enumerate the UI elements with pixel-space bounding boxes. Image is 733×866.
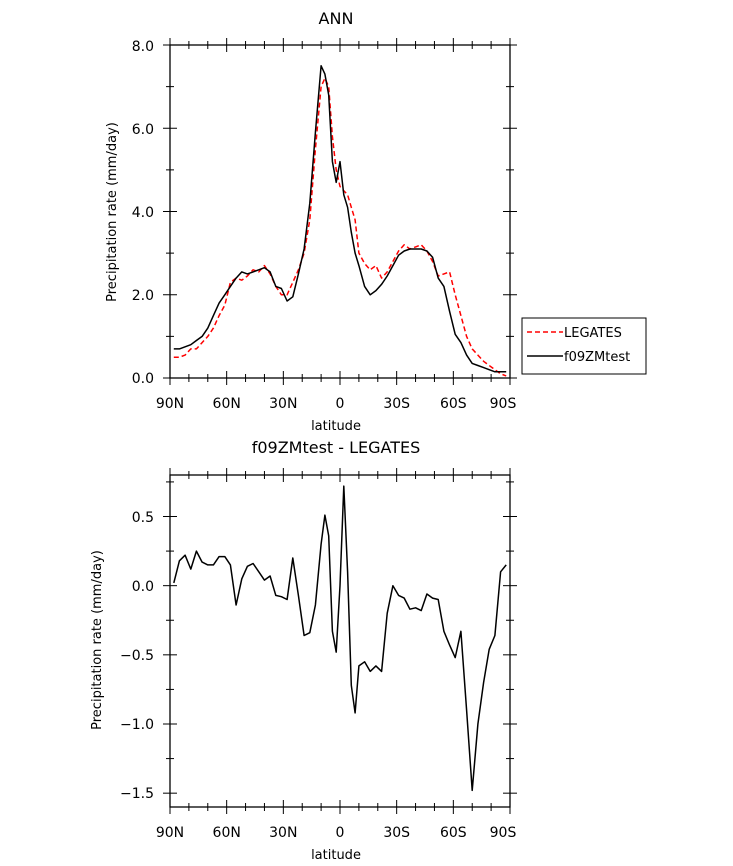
x-tick-label: 60N <box>213 396 241 412</box>
x-tick-labels: 90N 60N 30N 0 30S 60S 90S <box>156 825 517 841</box>
y-tick-label: 6.0 <box>132 122 154 138</box>
y-tick-labels: 0.0 2.0 4.0 6.0 8.0 <box>132 39 154 387</box>
x-axis-label: latitude <box>311 419 361 434</box>
x-tick-label: 90S <box>490 825 517 841</box>
x-tick-labels: 90N 60N 30N 0 30S 60S 90S <box>156 396 517 412</box>
series-line-f09zmtest <box>173 65 507 373</box>
legend-label-legates: LEGATES <box>564 326 622 341</box>
y-tick-label: 2.0 <box>132 288 154 304</box>
tick-marks <box>163 38 517 385</box>
series-line-legates <box>173 77 507 377</box>
series-line-difference <box>173 485 507 792</box>
x-tick-label: 90N <box>156 396 184 412</box>
y-tick-label: −0.5 <box>120 648 154 664</box>
x-axis-label: latitude <box>311 848 361 863</box>
chart-title: ANN <box>319 9 354 28</box>
y-tick-label: 4.0 <box>132 205 154 221</box>
x-tick-label: 0 <box>336 396 345 412</box>
y-tick-label: 0.0 <box>132 371 154 387</box>
x-tick-label: 0 <box>336 825 345 841</box>
plot-frame <box>169 44 511 379</box>
x-tick-label: 30N <box>269 825 297 841</box>
panel-difference: f09ZMtest - LEGATES 0.5 0.0 −0.5 −1.0 −1… <box>90 438 517 863</box>
y-axis-label: Precipitation rate (mm/day) <box>105 122 120 302</box>
tick-marks <box>163 468 517 814</box>
x-tick-label: 60S <box>440 396 467 412</box>
y-tick-label: 0.0 <box>132 579 154 595</box>
x-tick-label: 30S <box>383 396 410 412</box>
x-tick-label: 90N <box>156 825 184 841</box>
series-group <box>173 65 507 377</box>
x-tick-label: 60S <box>440 825 467 841</box>
legend: LEGATES f09ZMtest <box>521 317 647 375</box>
legend-box <box>521 317 647 375</box>
y-tick-labels: 0.5 0.0 −0.5 −1.0 −1.5 <box>120 510 154 802</box>
x-tick-label: 30S <box>383 825 410 841</box>
x-tick-label: 60N <box>213 825 241 841</box>
y-tick-label: −1.5 <box>120 786 154 802</box>
y-tick-label: −1.0 <box>120 717 154 733</box>
y-tick-label: 8.0 <box>132 39 154 55</box>
x-tick-label: 30N <box>269 396 297 412</box>
series-group <box>173 485 507 792</box>
panel-annual-precip: ANN 0.0 2.0 4.0 6.0 8.0 90N 60N 30N 0 30… <box>105 9 647 434</box>
y-axis-label: Precipitation rate (mm/day) <box>90 550 105 730</box>
chart-title: f09ZMtest - LEGATES <box>252 438 421 457</box>
y-tick-label: 0.5 <box>132 510 154 526</box>
x-tick-label: 90S <box>490 396 517 412</box>
legend-label-f09zmtest: f09ZMtest <box>564 350 630 365</box>
